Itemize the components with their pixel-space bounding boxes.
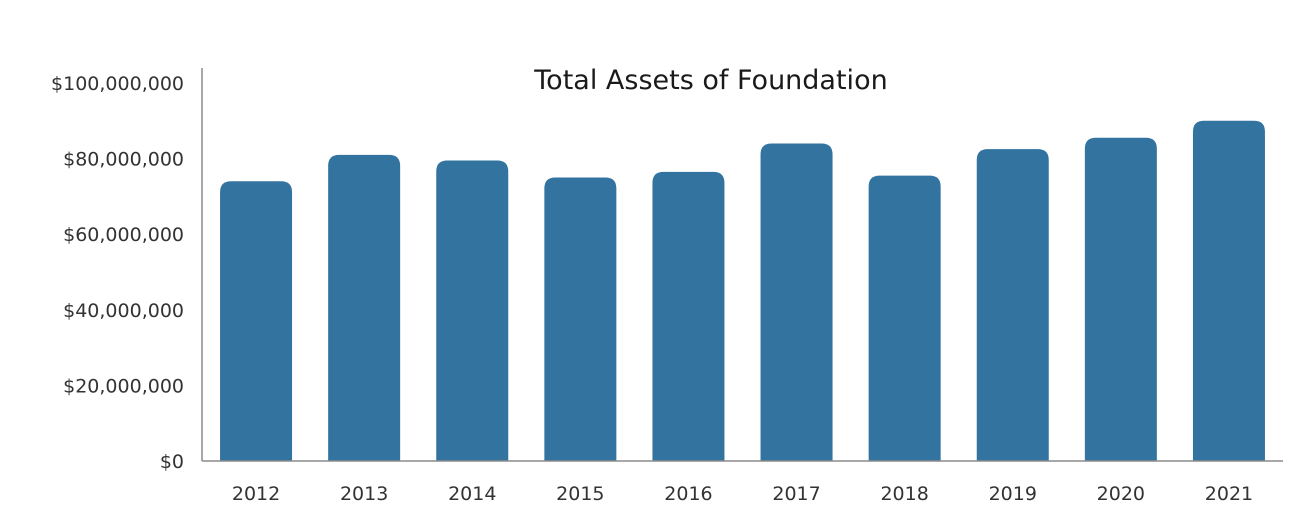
x-tick-label: 2019 — [989, 483, 1037, 505]
bar-2014 — [436, 160, 509, 462]
y-tick-label: $0 — [160, 451, 184, 473]
bar-2012 — [220, 181, 293, 461]
bar-2013 — [328, 154, 401, 461]
x-tick-label: 2016 — [664, 483, 712, 505]
bar-2018 — [868, 175, 941, 462]
y-tick-label: $40,000,000 — [63, 300, 184, 322]
bar-2019 — [976, 149, 1049, 461]
bar-2017 — [760, 143, 833, 462]
bar-2021 — [1192, 120, 1265, 462]
x-tick-label: 2017 — [772, 483, 820, 505]
x-tick-label: 2014 — [448, 483, 496, 505]
y-tick-label: $100,000,000 — [51, 73, 184, 95]
x-tick-label: 2021 — [1205, 483, 1253, 505]
y-tick-label: $20,000,000 — [63, 375, 184, 397]
x-tick-label: 2020 — [1097, 483, 1145, 505]
bar-2015 — [544, 177, 617, 461]
y-tick-label: $60,000,000 — [63, 224, 184, 246]
y-axis-tick-labels: $0 $20,000,000 $40,000,000 $60,000,000 $80,0… — [51, 73, 184, 473]
x-tick-label: 2018 — [880, 483, 928, 505]
x-axis-tick-labels: 2012 2013 2014 2015 2016 2017 2018 2019 2020 2021 — [232, 483, 1253, 505]
chart-title: Total Assets of Foundation — [533, 65, 887, 96]
y-tick-label: $80,000,000 — [63, 149, 184, 171]
bar-2016 — [652, 171, 725, 461]
bars-group — [220, 120, 1265, 462]
bar-2020 — [1084, 137, 1157, 461]
x-tick-label: 2015 — [556, 483, 604, 505]
x-tick-label: 2012 — [232, 483, 280, 505]
x-tick-label: 2013 — [340, 483, 388, 505]
